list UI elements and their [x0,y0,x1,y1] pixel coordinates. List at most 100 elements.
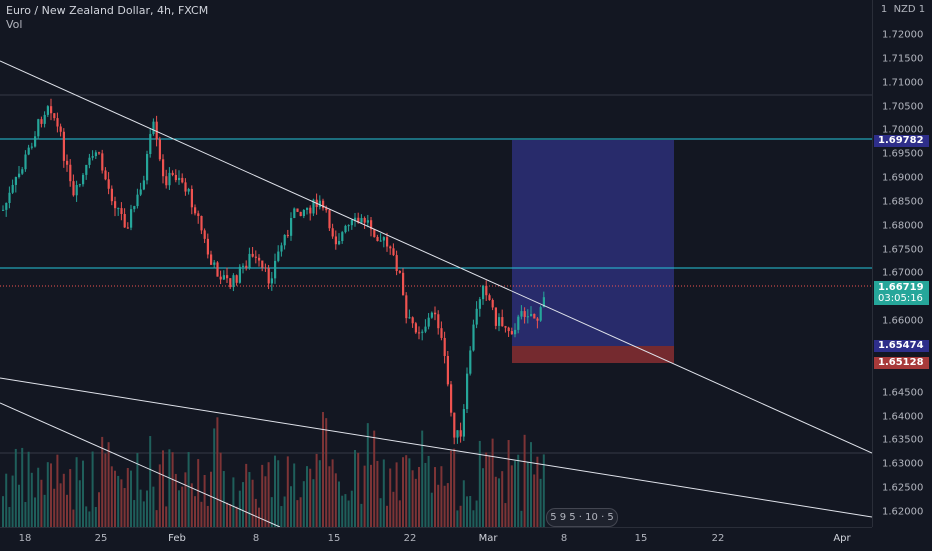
volume-bar [27,451,30,527]
volume-bar [69,469,72,527]
current-price: 1.66719 [878,282,924,293]
candle-body [238,266,241,283]
volume-bar [456,510,459,527]
volume-bar [136,453,139,527]
price-axis[interactable]: 1 NZD 1 1.72000 1.71500 1.71000 1.70500 1.70… [872,0,932,527]
candle-body [114,201,117,209]
candle-body [414,323,417,333]
chart-area[interactable]: Euro / New Zealand Dollar, 4h, FXCM Vol … [0,0,872,527]
volume-bar [389,468,392,527]
candle-body [530,313,533,317]
downtrend-line-bottom[interactable] [0,402,281,527]
candle-body [14,177,17,185]
volume-bar [421,430,424,527]
time-label: 18 [18,533,32,544]
candle-body [174,174,177,181]
candle-body [306,207,309,210]
volume-bar [523,434,526,527]
candle-body [139,189,142,195]
candle-body [411,317,414,324]
price-tick: 1.70500 [882,101,924,113]
volume-bar [302,481,305,527]
volume-bar [334,473,337,527]
candle-body [267,268,270,284]
volume-bar [190,483,193,527]
volume-bar [379,498,382,527]
volume-bar [446,483,449,527]
candle-body [213,262,216,265]
volume-bar [114,470,116,527]
candle-body [158,139,161,160]
stop-zone[interactable] [512,346,674,363]
volume-label[interactable]: Vol [6,18,23,31]
symbol-title[interactable]: Euro / New Zealand Dollar, 4h, FXCM [6,4,209,17]
candle-body [107,179,110,189]
candle-body [379,240,382,242]
volume-bar [235,506,238,527]
volume-bar [347,500,350,527]
volume-bar [78,480,81,527]
volume-bar [392,491,395,527]
candle-body [510,331,513,335]
candlesticks [2,98,545,445]
volume-bar [414,478,417,527]
volume-bar [366,423,369,527]
volume-bar [165,506,168,527]
volume-bar [299,497,302,527]
price-tick: 1.69000 [882,172,924,184]
volume-bar [498,478,500,527]
candle-body [110,188,113,202]
volume-bar [411,470,414,527]
volume-bar [117,475,120,527]
volume-bar [427,455,430,527]
volume-bar [62,473,65,527]
scale-control[interactable]: 5 9 5 · 10 · 5 [546,508,618,527]
candle-body [98,152,101,154]
volume-bar [40,479,43,527]
volume-bar [472,510,475,527]
time-label: 8 [252,533,260,544]
candle-body [536,318,539,321]
price-tick: 1.67000 [882,267,924,279]
candle-body [85,164,88,175]
candle-body [162,159,165,177]
volume-bar [325,418,328,527]
candle-body [418,332,421,334]
candle-body [459,430,462,437]
candle-body [88,157,91,165]
candle-body [334,236,337,245]
candle-body [155,121,158,140]
downtrend-line-lower[interactable] [0,377,872,518]
target-zone[interactable] [512,140,674,346]
downtrend-line-upper[interactable] [0,60,872,454]
candle-body [8,192,11,203]
candle-body [491,299,494,308]
volume-bar [226,502,228,527]
time-axis[interactable]: 18 25 Feb 8 15 22 Mar 8 15 22 Apr [0,527,872,551]
candle-body [50,106,53,114]
chart-canvas[interactable] [0,0,872,527]
candle-body [152,121,155,135]
candle-body [408,317,411,319]
candle-body [34,136,37,147]
candle-body [117,208,120,210]
volume-bar [338,481,340,527]
price-tick: 1.66000 [882,315,924,327]
volume-bar [187,452,190,527]
volume-bar [418,466,420,527]
candle-body [312,199,315,214]
candle-body [72,181,75,196]
candle-body [245,265,248,268]
volume-bar [155,510,158,527]
volume-bar [370,464,372,527]
candle-body [194,207,197,214]
candle-body [402,272,405,296]
volume-bar [50,463,52,527]
currency-label[interactable]: 1 NZD 1 [880,4,926,15]
volume-bar [539,478,542,527]
volume-bar [222,471,225,527]
volume-bar [107,442,110,527]
candle-body [235,275,238,283]
volume-bar [494,476,497,527]
candle-body [341,232,344,242]
